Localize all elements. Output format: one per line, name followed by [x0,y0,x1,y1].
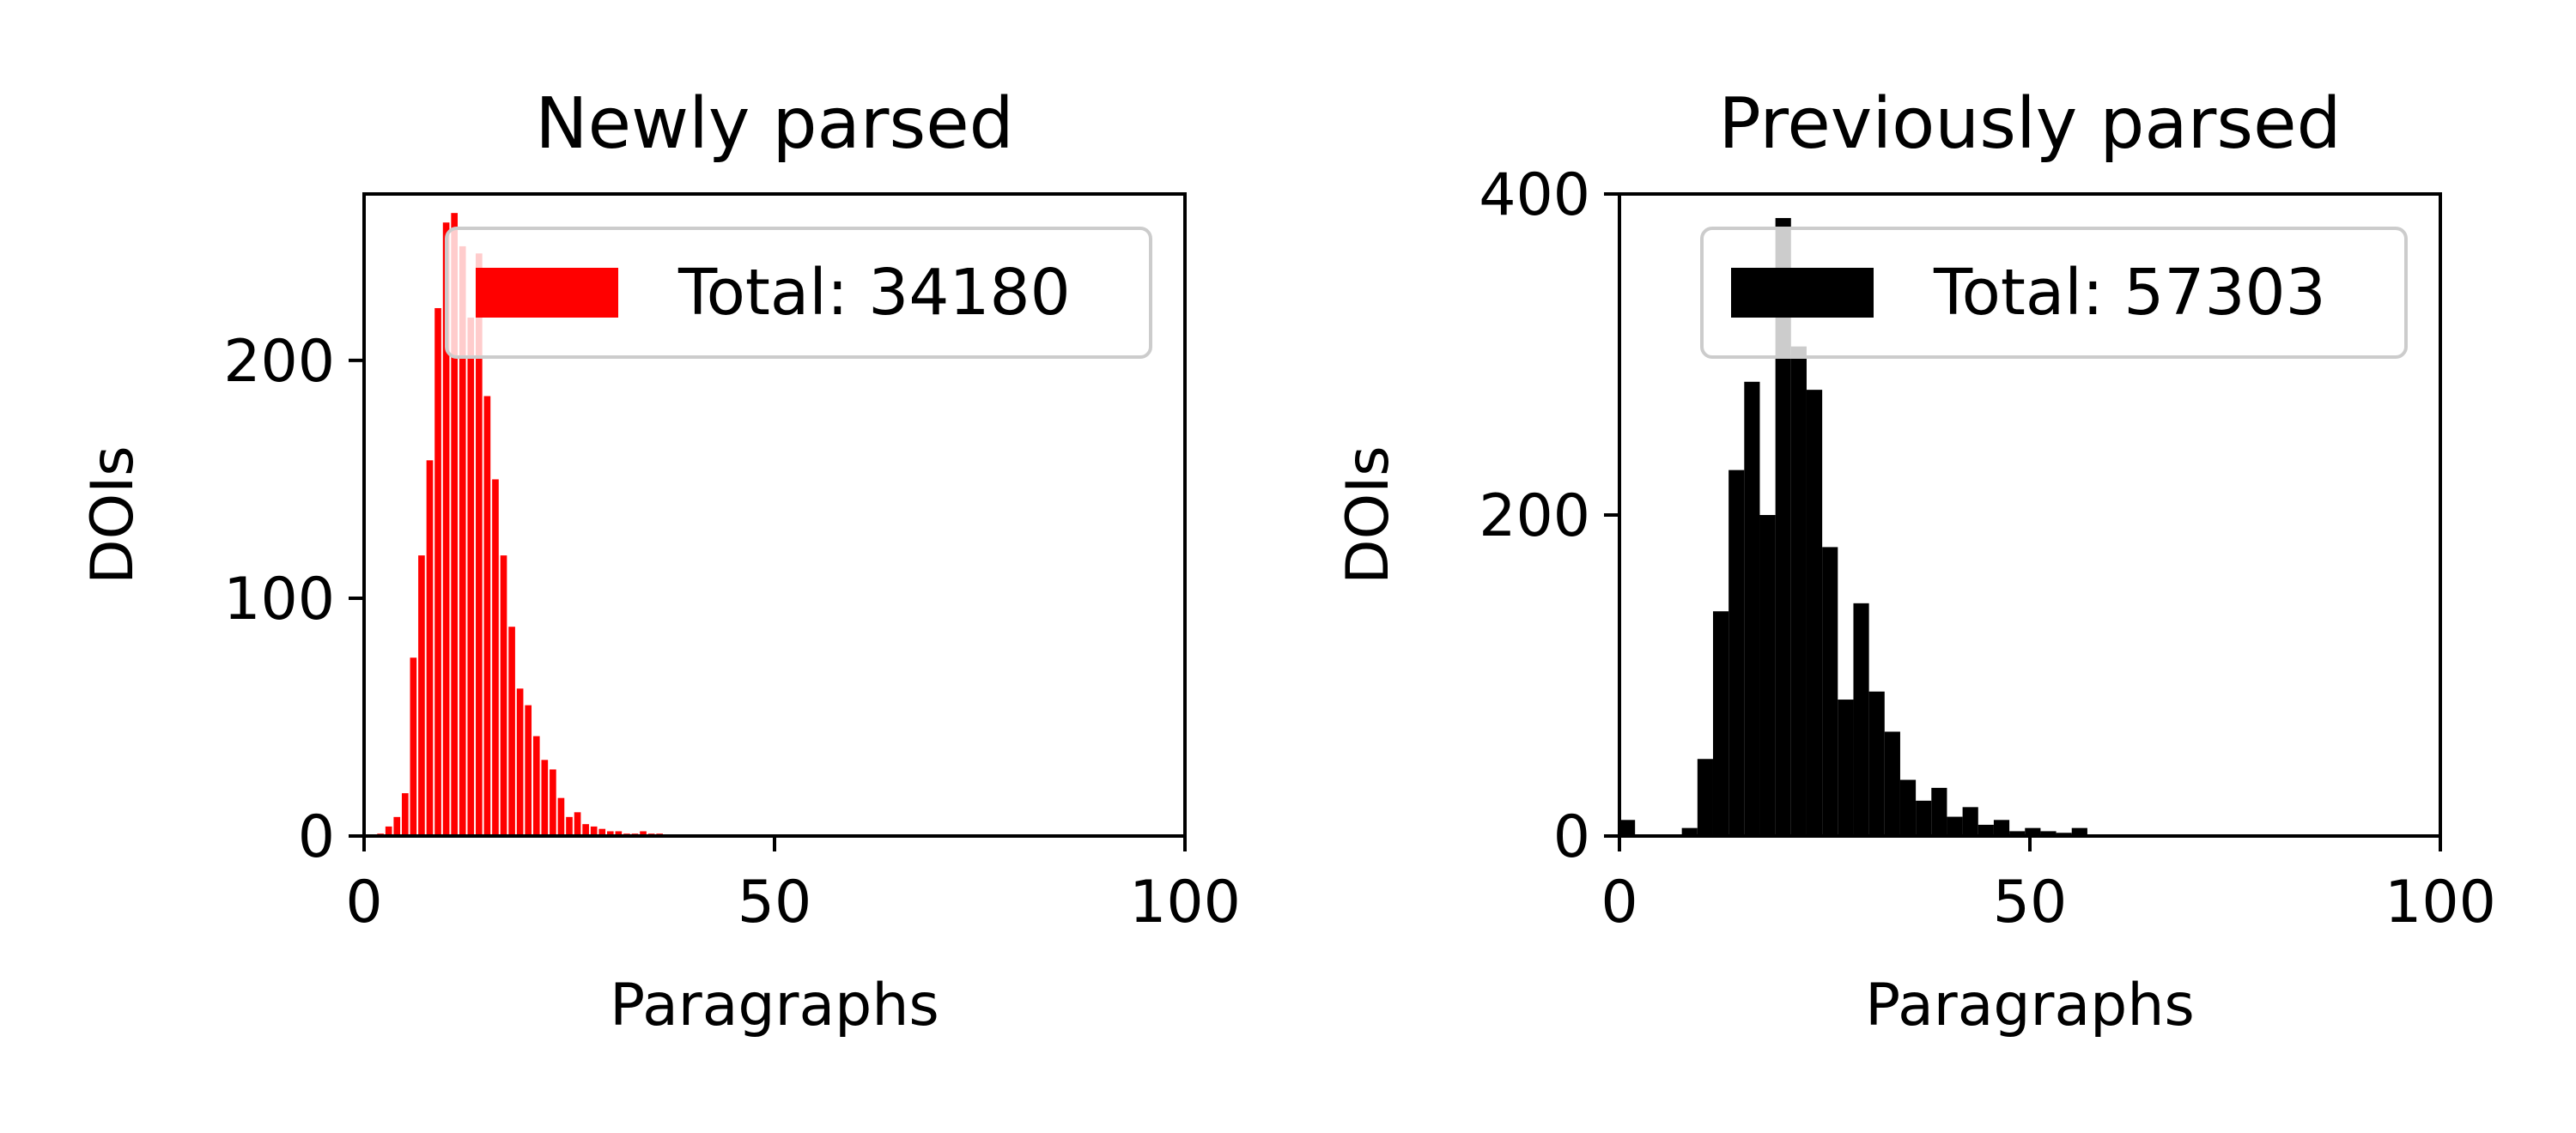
histogram-bar [1868,691,1885,836]
histogram-bar [459,245,466,837]
y-tick-label: 0 [1553,803,1590,871]
histogram-bar [541,760,549,836]
y-axis-label: DOIs [1334,445,1402,584]
histogram-bar [516,688,524,836]
histogram-bar [1759,515,1776,836]
tick-group: 0 50 100 0 200 400 [1479,161,2496,936]
chart-title: Previously parsed [1718,83,2341,165]
histogram-bar [598,828,606,836]
histogram-bar [1712,611,1729,836]
histogram-bar [582,824,589,836]
legend-swatch [476,268,618,318]
histogram-bar [590,826,598,836]
x-axis-label: Paragraphs [1865,972,2195,1039]
histogram-bar [442,222,450,836]
legend: Total: 34180 [445,227,1152,359]
x-tick-label: 50 [738,869,812,936]
histogram-bar [492,479,499,836]
histogram-bar [606,831,614,836]
histogram-bar [1744,381,1760,836]
tick-group: 0 50 100 0 100 200 [223,328,1241,936]
histogram-bar [1697,759,1713,836]
histogram-bar [1931,787,1947,836]
histogram-bar [2040,831,2057,836]
histogram-bar [640,831,647,836]
legend-box [445,227,1152,359]
chart-title: Newly parsed [535,83,1013,165]
legend: Total: 57303 [1700,227,2408,359]
histogram-bar [1806,390,1823,836]
legend-label: Total: 34180 [677,256,1071,330]
histogram-bar [615,831,623,836]
plot-frame [362,192,1187,838]
histogram-bar [574,812,581,836]
x-tick-label: 50 [1993,869,2068,936]
histogram-bar [426,460,434,836]
histogram-bar [1853,603,1869,836]
histogram-bar [1978,824,1994,836]
histogram-bar [1775,218,1791,837]
y-tick-label: 0 [298,803,335,871]
histogram-bar [393,816,401,836]
histogram-bar [550,769,556,836]
y-tick-label: 400 [1479,161,1590,229]
legend-swatch [1731,268,1874,318]
plot-frame [1618,192,2442,838]
y-tick-label: 200 [1479,482,1590,550]
panel-previously-parsed: Previously parsed Paragraphs DOIs 0 50 100… [1334,83,2496,1039]
y-axis-label: DOIs [79,445,147,584]
histogram-bar [476,253,483,836]
histogram-bar [483,396,491,837]
legend-label: Total: 57303 [1933,256,2326,330]
x-tick-label: 0 [345,869,382,936]
histogram-bar [1899,779,1917,836]
x-tick-label: 100 [1129,869,1241,936]
x-axis-label: Paragraphs [610,972,939,1039]
histogram-bar [1838,700,1854,836]
x-tick-label: 0 [1601,869,1637,936]
histogram-bar [401,793,409,836]
histogram-bar [1728,470,1745,836]
histogram-bar [1884,731,1900,836]
panel-newly-parsed: Newly parsed Paragraphs DOIs 0 50 100 0 100 2… [79,83,1241,1039]
histogram-bar [410,657,417,836]
histogram-bar [1947,816,1963,836]
histogram-bar [1619,820,1636,836]
histogram-bar [508,627,515,836]
bar-group [1619,218,2087,837]
histogram-bar [1916,800,1932,836]
histogram-bar [532,736,540,836]
histogram-bar [434,307,441,836]
histogram-bar [2025,827,2041,836]
histogram-bar [2009,831,2026,836]
histogram-bar [2071,827,2087,836]
histogram-bar [500,555,507,836]
y-tick-label: 100 [223,566,335,633]
histogram-bar [566,816,573,836]
legend-box [1700,227,2408,359]
histogram-bar [1962,807,1978,836]
histogram-bar [418,555,425,836]
histogram-bar [1993,820,2010,836]
histogram-bar [1822,547,1838,836]
y-tick-label: 200 [223,328,335,396]
histogram-bar [557,797,565,836]
histogram-bar [1681,827,1698,836]
bar-group [377,213,663,837]
histogram-bar [385,826,392,836]
histogram-bar [451,213,458,836]
x-tick-label: 100 [2385,869,2496,936]
histogram-bar [525,705,532,836]
histogram-bar [1790,346,1807,836]
histogram-bar [467,318,475,836]
